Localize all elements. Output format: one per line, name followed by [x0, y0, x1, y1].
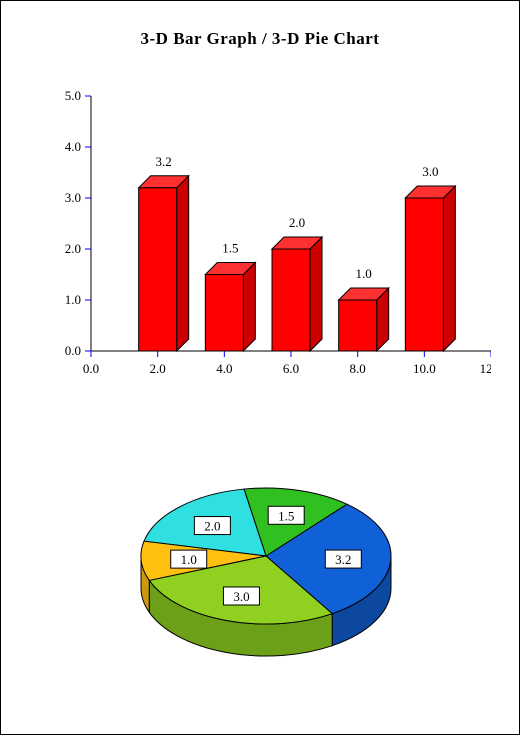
svg-text:1.0: 1.0 [181, 552, 197, 567]
chart-title: 3-D Bar Graph / 3-D Pie Chart [1, 29, 519, 49]
svg-text:10.0: 10.0 [413, 361, 436, 376]
svg-text:1.0: 1.0 [356, 266, 372, 281]
svg-text:2.0: 2.0 [65, 241, 81, 256]
svg-text:0.0: 0.0 [65, 343, 81, 358]
svg-text:1.5: 1.5 [278, 508, 294, 523]
svg-text:4.0: 4.0 [216, 361, 232, 376]
svg-text:4.0: 4.0 [65, 139, 81, 154]
svg-text:2.0: 2.0 [289, 215, 305, 230]
svg-text:1.5: 1.5 [222, 241, 238, 256]
bar-chart: 0.0 1.0 2.0 3.0 4.0 5.0 0.0 2.0 4.0 6.0 8.0 10.0 12.… [51, 81, 491, 381]
svg-text:6.0: 6.0 [283, 361, 299, 376]
svg-text:3.0: 3.0 [65, 190, 81, 205]
svg-text:3.2: 3.2 [335, 552, 351, 567]
svg-text:2.0: 2.0 [150, 361, 166, 376]
svg-text:8.0: 8.0 [350, 361, 366, 376]
svg-text:0.0: 0.0 [83, 361, 99, 376]
svg-text:2.0: 2.0 [204, 519, 220, 534]
svg-text:5.0: 5.0 [65, 88, 81, 103]
svg-text:12.0: 12.0 [480, 361, 491, 376]
svg-text:3.0: 3.0 [233, 589, 249, 604]
svg-text:1.0: 1.0 [65, 292, 81, 307]
svg-text:3.0: 3.0 [422, 164, 438, 179]
pie-chart: 3.2 1.5 2.0 1.0 3.0 [116, 451, 416, 691]
svg-text:3.2: 3.2 [156, 154, 172, 169]
